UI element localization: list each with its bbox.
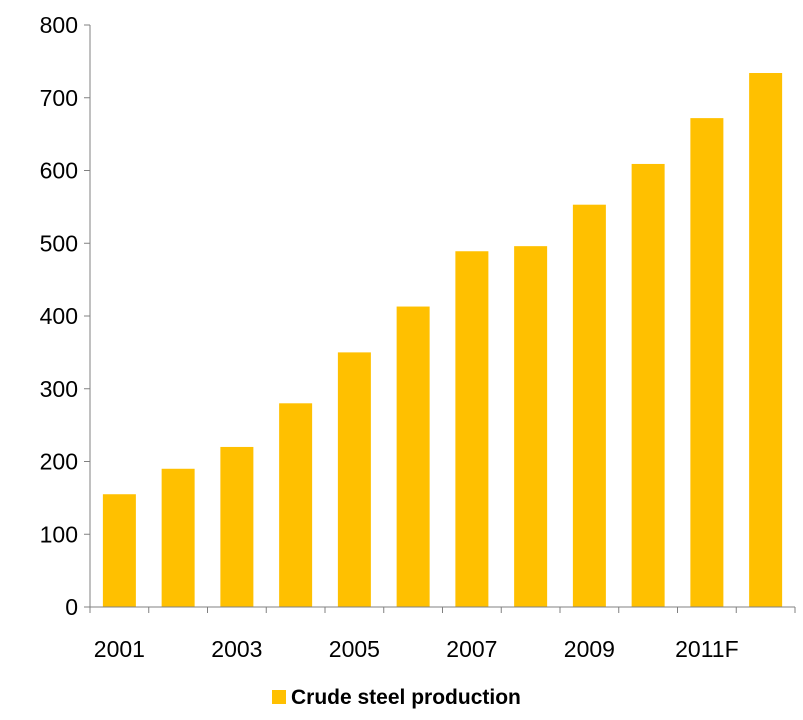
x-tick-label-2001: 2001 xyxy=(94,636,145,662)
axes-layer xyxy=(84,24,796,613)
bar-2009 xyxy=(572,204,606,607)
y-tick-label-0: 0 xyxy=(65,594,78,620)
y-tick-label-600: 600 xyxy=(40,158,78,184)
x-tick-label-2009: 2009 xyxy=(564,636,615,662)
bar-2004 xyxy=(279,403,313,607)
bar-2001 xyxy=(102,494,136,607)
legend-swatch xyxy=(272,690,286,704)
y-tick-label-200: 200 xyxy=(40,449,78,475)
x-tick-label-2007: 2007 xyxy=(446,636,497,662)
y-tick-label-400: 400 xyxy=(40,303,78,329)
bar-2011F xyxy=(690,118,724,608)
legend: Crude steel production xyxy=(272,686,521,709)
bar-2006 xyxy=(396,306,430,607)
x-tick-label-2003: 2003 xyxy=(211,636,262,662)
y-tick-label-700: 700 xyxy=(40,85,78,111)
y-tick-label-100: 100 xyxy=(40,521,78,547)
bar-2005 xyxy=(337,352,371,608)
x-tick-label-2011F: 2011F xyxy=(675,636,739,662)
bars-layer xyxy=(102,73,783,608)
bar-2003 xyxy=(220,446,254,607)
bar-2008 xyxy=(514,246,548,607)
legend-label: Crude steel production xyxy=(291,686,521,709)
bar-2012 xyxy=(749,73,783,607)
bar-2007 xyxy=(455,251,489,607)
bar-2002 xyxy=(161,468,195,607)
y-tick-label-500: 500 xyxy=(40,230,78,256)
y-tick-label-300: 300 xyxy=(40,376,78,402)
x-tick-label-2005: 2005 xyxy=(329,636,380,662)
labels-layer: 0 100 200 300 400 500 600 700 800 2001 2003 2005 200… xyxy=(40,12,739,662)
bar-2010 xyxy=(631,163,665,607)
y-tick-label-800: 800 xyxy=(40,12,78,38)
